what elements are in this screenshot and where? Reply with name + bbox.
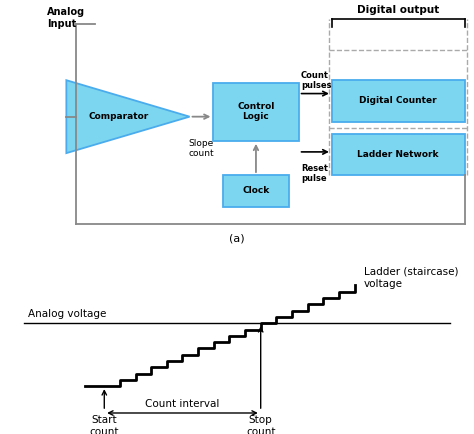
Text: Digital Counter: Digital Counter [359, 96, 437, 105]
Text: Start
count: Start count [90, 415, 119, 434]
Text: Ladder (staircase)
voltage: Ladder (staircase) voltage [364, 266, 458, 289]
Text: Comparator: Comparator [88, 112, 149, 121]
Text: Ladder Network: Ladder Network [357, 150, 439, 159]
Text: (a): (a) [229, 233, 245, 243]
Text: Reset
pulse: Reset pulse [301, 164, 328, 184]
FancyBboxPatch shape [332, 80, 465, 122]
Text: Digital output: Digital output [357, 5, 439, 15]
Text: Count interval: Count interval [146, 399, 219, 409]
FancyBboxPatch shape [223, 175, 289, 207]
Text: Slope
count: Slope count [189, 138, 214, 158]
Text: Stop
count: Stop count [246, 415, 275, 434]
Text: Analog
Input: Analog Input [47, 7, 85, 29]
FancyBboxPatch shape [332, 134, 465, 175]
Text: Analog voltage: Analog voltage [28, 309, 107, 319]
Polygon shape [66, 80, 190, 153]
Text: Count
pulses: Count pulses [301, 70, 331, 90]
Text: Control
Logic: Control Logic [237, 102, 274, 122]
FancyBboxPatch shape [213, 82, 299, 141]
Text: Clock: Clock [242, 186, 270, 195]
